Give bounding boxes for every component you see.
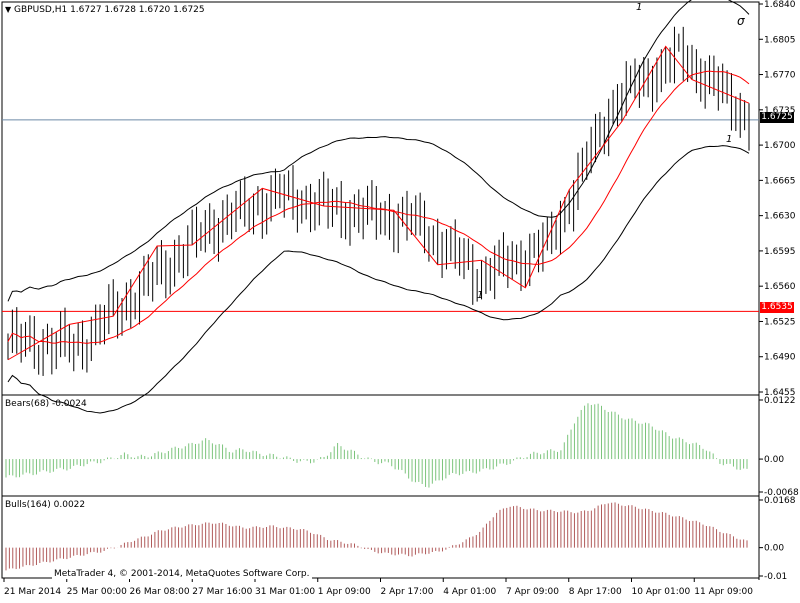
time-axis-label: 2 Apr 17:00 [381, 587, 434, 597]
symbol-label: GBPUSD,H1 [14, 5, 68, 15]
price-axis-label: 1.6805 [764, 35, 796, 45]
bears-axis-label: 0.00 [764, 455, 784, 465]
wave-label: 1 [726, 134, 733, 145]
time-axis-label: 8 Apr 17:00 [569, 587, 622, 597]
bears-axis-label: 0.0122 [764, 396, 796, 406]
price-axis-label: 1.6630 [764, 212, 796, 222]
bulls-axis-label: -0.01 [764, 572, 787, 582]
pencil-icon[interactable]: σ [737, 14, 745, 28]
bulls-axis-label: 0.00 [764, 544, 784, 554]
wave-label: 1 [477, 290, 484, 301]
bears-histogram-layer [5, 403, 748, 488]
time-axis-label: 21 Mar 2014 [4, 587, 61, 597]
zigzag-line [7, 45, 750, 361]
ohlc-values: 1.6727 1.6728 1.6720 1.6725 [70, 5, 205, 15]
time-axis-label: 25 Mar 00:00 [67, 587, 127, 597]
bulls-histogram-layer [5, 502, 748, 571]
bulls-axis-label: 0.0168 [764, 496, 796, 506]
time-axis-label: 1 Apr 09:00 [318, 587, 371, 597]
time-axis-label: 11 Apr 09:00 [694, 587, 753, 597]
current-price-tag: 1.6725 [760, 112, 794, 123]
time-axis-label: 10 Apr 01:00 [632, 587, 691, 597]
time-axis-label: 26 Mar 08:00 [130, 587, 190, 597]
price-axis-label: 1.6700 [764, 141, 796, 151]
time-axis-label: 4 Apr 01:00 [443, 587, 496, 597]
copyright-text: MetaTrader 4, © 2001-2014, MetaQuotes So… [52, 569, 312, 579]
time-axis-label: 7 Apr 09:00 [506, 587, 559, 597]
price-axis-label: 1.6665 [764, 176, 796, 186]
price-axis-label: 1.6595 [764, 247, 796, 257]
price-axis-label: 1.6455 [764, 388, 796, 398]
axes-layer: 1.6840 1.6805 1.6770 1.6735 1.6700 1.6665 1.66… [3, 0, 799, 597]
price-axis-label: 1.6770 [764, 71, 796, 81]
moving-average-line [7, 70, 750, 344]
time-axis-label: 27 Mar 16:00 [192, 587, 252, 597]
price-axis-label: 1.6735 [764, 106, 796, 116]
lower-band-line [7, 145, 750, 414]
bulls-indicator-label: Bulls(164) 0.0022 [5, 500, 86, 510]
bears-indicator-label: Bears(68) -0.0024 [5, 399, 87, 409]
upper-band-line [7, 0, 750, 302]
red-line-price-tag: 1.6535 [760, 302, 794, 313]
main-chart-layer [2, 0, 759, 414]
price-axis-label: 1.6560 [764, 282, 796, 292]
chart-header: ▼ GBPUSD,H1 1.6727 1.6728 1.6720 1.6725 [5, 5, 205, 15]
wave-label: 1 [636, 2, 643, 13]
collapse-triangle-icon[interactable]: ▼ [5, 5, 12, 14]
price-axis-label: 1.6525 [764, 317, 796, 327]
price-axis-label: 1.6490 [764, 353, 796, 363]
price-axis-label: 1.6840 [764, 0, 796, 10]
bears-axis-label: -0.0068 [764, 488, 799, 498]
time-axis-label: 31 Mar 01:00 [255, 587, 315, 597]
